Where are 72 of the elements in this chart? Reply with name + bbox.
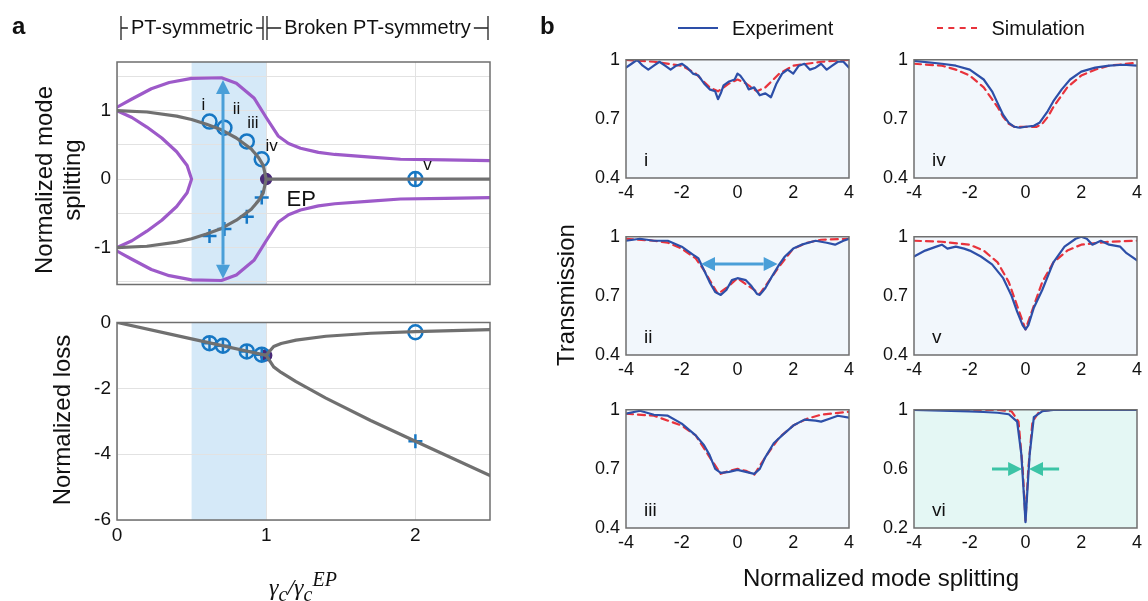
x-tick-label: -2: [961, 358, 978, 379]
y-tick-label: 0.7: [882, 284, 908, 305]
y-tick-label: 1: [100, 98, 111, 120]
x-tick-label: 4: [1131, 531, 1143, 552]
y-tick-label: 1: [897, 398, 908, 419]
y-tick-label: 0.4: [882, 343, 908, 364]
y-tick-label: 0.7: [594, 107, 620, 128]
annotation: i: [644, 149, 649, 170]
y-tick-label: -1: [94, 235, 111, 257]
x-tick-label: -2: [673, 531, 690, 552]
legend-label: Experiment: [732, 16, 834, 40]
annotation: iii: [644, 499, 657, 520]
y-tick-label: -6: [94, 508, 111, 530]
x-tick-label: -2: [961, 181, 978, 202]
y-tick-label: 0.7: [882, 107, 908, 128]
y-tick-label: 0.4: [594, 166, 620, 187]
y-tick-label: 0.7: [594, 284, 620, 305]
y-tick-label: 1: [609, 398, 620, 419]
annotation: vi: [932, 499, 946, 520]
x-tick-label: 0: [732, 181, 743, 202]
y-axis-title: Transmission: [552, 224, 579, 366]
annotation: iv: [265, 135, 279, 155]
y-tick-label: 0.7: [594, 457, 620, 478]
y-tick-label: 1: [897, 48, 908, 69]
chart-title: b: [540, 12, 555, 40]
y-tick-label: -4: [94, 442, 112, 464]
x-tick-label: 2: [410, 523, 421, 545]
y-tick-label: 0: [100, 310, 111, 332]
x-tick-label: -2: [961, 531, 978, 552]
legend-label: Simulation: [991, 16, 1085, 40]
x-tick-label: 4: [1131, 358, 1143, 379]
y-axis-title: Normalized loss: [47, 333, 76, 508]
x-tick-label: 2: [1076, 358, 1087, 379]
annotation: i: [201, 95, 206, 115]
x-tick-label: 4: [843, 531, 855, 552]
y-tick-label: 0.4: [594, 343, 620, 364]
y-tick-label: -2: [94, 376, 111, 398]
x-tick-label: 0: [1020, 181, 1031, 202]
y-tick-label: 1: [609, 225, 620, 246]
text: Broken PT-symmetry: [284, 15, 471, 38]
y-tick-label: 0.2: [882, 516, 908, 537]
x-tick-label: 0: [1020, 358, 1031, 379]
x-tick-label: 2: [788, 358, 799, 379]
chart-title: a: [12, 12, 26, 40]
annotation: v: [423, 154, 433, 174]
y-tick-label: 0.6: [882, 457, 908, 478]
y-tick-label: 1: [897, 225, 908, 246]
x-tick-label: 0: [1020, 531, 1031, 552]
y-tick-label: 0.4: [882, 166, 908, 187]
annotation: EP: [286, 186, 316, 212]
x-tick-label: -2: [673, 358, 690, 379]
x-axis-title: Normalized mode splitting: [741, 564, 1021, 592]
x-tick-label: 2: [1076, 531, 1087, 552]
annotation: iii: [247, 113, 259, 133]
x-tick-label: -2: [673, 181, 690, 202]
y-tick-label: 1: [609, 48, 620, 69]
annotation: v: [932, 326, 942, 347]
y-tick-label: 0.4: [594, 516, 620, 537]
x-tick-label: 4: [843, 181, 855, 202]
x-tick-label: 4: [843, 358, 855, 379]
annotation: ii: [232, 99, 241, 119]
y-axis-title: Normalized mode splitting: [29, 84, 86, 277]
annotation: iv: [932, 149, 947, 170]
x-tick-label: 2: [788, 181, 799, 202]
x-tick-label: 1: [260, 523, 272, 545]
x-tick-label: 2: [1076, 181, 1087, 202]
x-tick-label: 2: [788, 531, 799, 552]
text: PT-symmetric: [130, 15, 254, 38]
x-tick-label: 0: [732, 531, 743, 552]
x-tick-label: 4: [1131, 181, 1143, 202]
annotation: ii: [644, 326, 653, 347]
x-tick-label: 0: [732, 358, 743, 379]
